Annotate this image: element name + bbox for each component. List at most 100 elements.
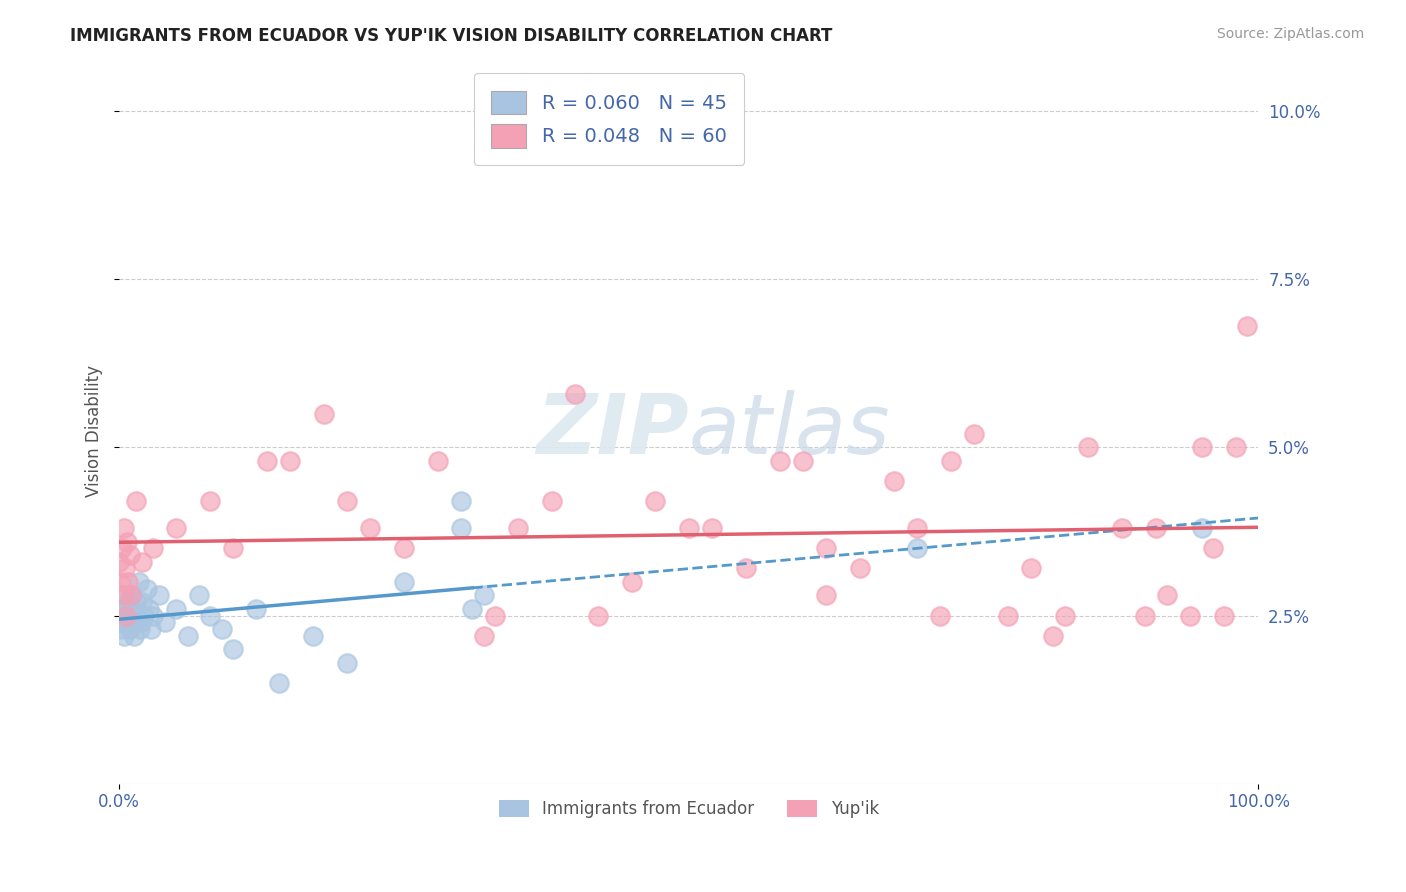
Point — [314, 407, 336, 421]
Point — [115, 608, 138, 623]
Point — [427, 454, 450, 468]
Point — [125, 595, 148, 609]
Point — [814, 588, 837, 602]
Point — [165, 521, 187, 535]
Point — [115, 608, 138, 623]
Point — [392, 541, 415, 556]
Point — [141, 622, 163, 636]
Point — [1202, 541, 1225, 556]
Point — [256, 454, 278, 468]
Point — [302, 629, 325, 643]
Point — [117, 595, 139, 609]
Point — [124, 615, 146, 630]
Point — [129, 615, 152, 630]
Text: Source: ZipAtlas.com: Source: ZipAtlas.com — [1216, 27, 1364, 41]
Point — [620, 574, 643, 589]
Point — [484, 608, 506, 623]
Point — [1225, 441, 1247, 455]
Point — [997, 608, 1019, 623]
Point — [734, 561, 756, 575]
Point — [111, 588, 134, 602]
Point — [117, 615, 139, 630]
Point — [200, 494, 222, 508]
Point — [110, 622, 132, 636]
Point — [148, 588, 170, 602]
Point — [586, 608, 609, 623]
Point — [939, 454, 962, 468]
Point — [117, 574, 139, 589]
Point — [1213, 608, 1236, 623]
Point — [392, 574, 415, 589]
Point — [114, 561, 136, 575]
Point — [1077, 441, 1099, 455]
Point — [245, 602, 267, 616]
Point — [1144, 521, 1167, 535]
Point — [111, 602, 134, 616]
Point — [450, 494, 472, 508]
Point — [134, 608, 156, 623]
Point — [142, 541, 165, 556]
Point — [928, 608, 950, 623]
Point — [678, 521, 700, 535]
Point — [153, 615, 176, 630]
Point — [108, 555, 131, 569]
Point — [1191, 441, 1213, 455]
Point — [118, 548, 141, 562]
Point — [131, 555, 153, 569]
Point — [814, 541, 837, 556]
Point — [176, 629, 198, 643]
Point — [461, 602, 484, 616]
Point — [359, 521, 381, 535]
Point — [112, 521, 135, 535]
Point — [200, 608, 222, 623]
Point — [112, 629, 135, 643]
Point — [336, 656, 359, 670]
Point — [1236, 319, 1258, 334]
Point — [135, 582, 157, 596]
Point — [138, 602, 160, 616]
Point — [120, 588, 142, 602]
Point — [769, 454, 792, 468]
Point — [128, 574, 150, 589]
Point — [1156, 588, 1178, 602]
Point — [541, 494, 564, 508]
Point — [165, 602, 187, 616]
Point — [506, 521, 529, 535]
Text: atlas: atlas — [689, 390, 890, 471]
Point — [110, 574, 132, 589]
Point — [188, 588, 211, 602]
Point — [1111, 521, 1133, 535]
Point — [1133, 608, 1156, 623]
Point — [118, 622, 141, 636]
Point — [905, 541, 928, 556]
Point — [108, 615, 131, 630]
Point — [1019, 561, 1042, 575]
Point — [472, 588, 495, 602]
Point — [110, 541, 132, 556]
Point — [963, 426, 986, 441]
Point — [278, 454, 301, 468]
Point — [1191, 521, 1213, 535]
Point — [142, 608, 165, 623]
Text: ZIP: ZIP — [536, 390, 689, 471]
Point — [792, 454, 814, 468]
Point — [1178, 608, 1201, 623]
Point — [883, 474, 905, 488]
Point — [267, 676, 290, 690]
Point — [644, 494, 666, 508]
Text: IMMIGRANTS FROM ECUADOR VS YUP'IK VISION DISABILITY CORRELATION CHART: IMMIGRANTS FROM ECUADOR VS YUP'IK VISION… — [70, 27, 832, 45]
Y-axis label: Vision Disability: Vision Disability — [86, 365, 103, 497]
Point — [848, 561, 870, 575]
Point — [121, 588, 143, 602]
Point — [120, 602, 142, 616]
Point — [450, 521, 472, 535]
Point — [114, 588, 136, 602]
Point — [122, 608, 145, 623]
Point — [1042, 629, 1064, 643]
Point — [122, 629, 145, 643]
Point — [222, 642, 245, 657]
Point — [564, 386, 586, 401]
Point — [128, 622, 150, 636]
Point — [222, 541, 245, 556]
Point — [700, 521, 723, 535]
